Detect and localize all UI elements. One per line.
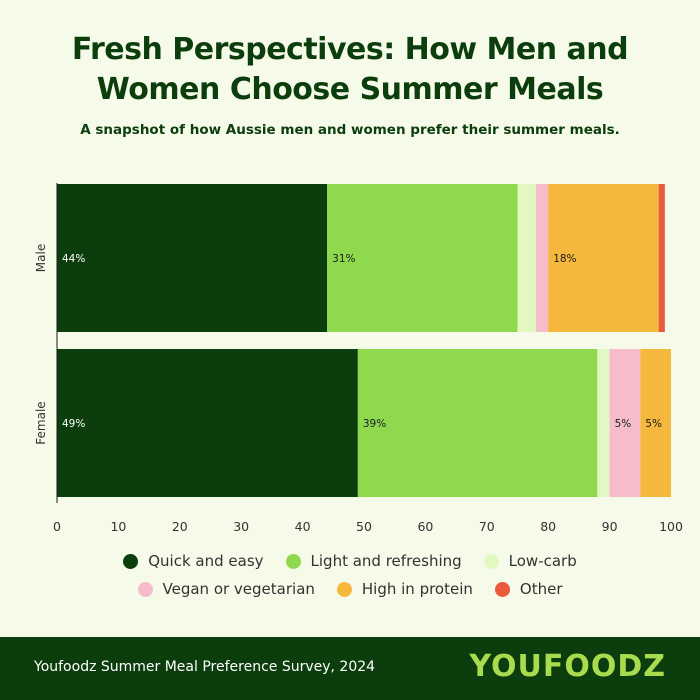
- legend-label-low-carb: Low-carb: [508, 552, 577, 570]
- data-label-male-light-and-refreshing: 31%: [332, 253, 355, 265]
- chart-title-line-1: Fresh Perspectives: How Men and: [71, 32, 629, 67]
- x-tick-label-90: 90: [602, 519, 618, 534]
- bar-male-vegan-or-vegetarian: [535, 184, 549, 332]
- bar-male-high-in-protein: [548, 184, 659, 332]
- legend-swatch-low-carb: [483, 553, 499, 569]
- category-label-male: Male: [34, 244, 48, 272]
- legend-item-light-and-refreshing: Light and refreshing: [285, 552, 462, 570]
- legend-item-quick-and-easy: Quick and easy: [123, 552, 264, 570]
- chart-title-line-2: Women Choose Summer Meals: [96, 72, 604, 107]
- x-tick-label-30: 30: [233, 519, 249, 534]
- legend-swatch-quick-and-easy: [123, 553, 139, 569]
- legend-item-other: Other: [494, 580, 563, 598]
- x-tick-label-40: 40: [295, 519, 311, 534]
- source-text: Youfoodz Summer Meal Preference Survey, …: [34, 659, 376, 675]
- x-tick-label-100: 100: [659, 519, 683, 534]
- chart-subtitle: A snapshot of how Aussie men and women p…: [80, 122, 620, 138]
- x-tick-label-80: 80: [540, 519, 556, 534]
- x-tick-label-50: 50: [356, 519, 372, 534]
- legend-label-light-and-refreshing: Light and refreshing: [310, 552, 462, 570]
- data-label-female-quick-and-easy: 49%: [62, 418, 85, 430]
- data-label-male-quick-and-easy: 44%: [62, 253, 85, 265]
- legend-item-vegan-or-vegetarian: Vegan or vegetarian: [137, 580, 315, 598]
- legend-swatch-high-in-protein: [336, 581, 352, 597]
- x-tick-label-60: 60: [417, 519, 433, 534]
- stacked-bar-chart: 44% 31% 18% Male 49% 39% 5% 5% Female 0 10 20 30 40 50…: [34, 183, 683, 534]
- bar-female-quick-and-easy: [57, 349, 358, 497]
- legend-swatch-light-and-refreshing: [285, 553, 301, 569]
- bar-female-low-carb: [597, 349, 610, 497]
- chart-legend: Quick and easy Light and refreshing Low-ca…: [30, 552, 670, 598]
- bar-female-high-in-protein: [640, 349, 671, 497]
- category-label-female: Female: [34, 401, 48, 444]
- legend-label-high-in-protein: High in protein: [361, 580, 473, 598]
- data-label-male-high-in-protein: 18%: [553, 253, 576, 265]
- bar-female-vegan-or-vegetarian: [609, 349, 641, 497]
- footer-bar: Youfoodz Summer Meal Preference Survey, …: [0, 637, 700, 700]
- legend-label-vegan-or-vegetarian: Vegan or vegetarian: [162, 580, 315, 598]
- bar-male-low-carb: [517, 184, 536, 332]
- x-tick-label-10: 10: [110, 519, 126, 534]
- brand-logo: YOUFOODZ: [469, 649, 666, 684]
- bar-male-quick-and-easy: [57, 184, 328, 332]
- chart-title: Fresh Perspectives: How Men and Women Ch…: [0, 30, 700, 110]
- legend-item-high-in-protein: High in protein: [336, 580, 473, 598]
- x-tick-label-20: 20: [172, 519, 188, 534]
- bar-male-other: [658, 184, 665, 332]
- legend-swatch-other: [494, 581, 510, 597]
- legend-item-low-carb: Low-carb: [483, 552, 577, 570]
- legend-swatch-vegan-or-vegetarian: [137, 581, 153, 597]
- x-tick-label-70: 70: [479, 519, 495, 534]
- legend-label-other: Other: [519, 580, 563, 598]
- x-tick-label-0: 0: [53, 519, 61, 534]
- data-label-female-vegan-or-vegetarian: 5%: [615, 418, 632, 430]
- bar-female-light-and-refreshing: [357, 349, 598, 497]
- data-label-female-high-in-protein: 5%: [645, 418, 662, 430]
- bar-male-light-and-refreshing: [327, 184, 518, 332]
- data-label-female-light-and-refreshing: 39%: [363, 418, 386, 430]
- legend-label-quick-and-easy: Quick and easy: [148, 552, 264, 570]
